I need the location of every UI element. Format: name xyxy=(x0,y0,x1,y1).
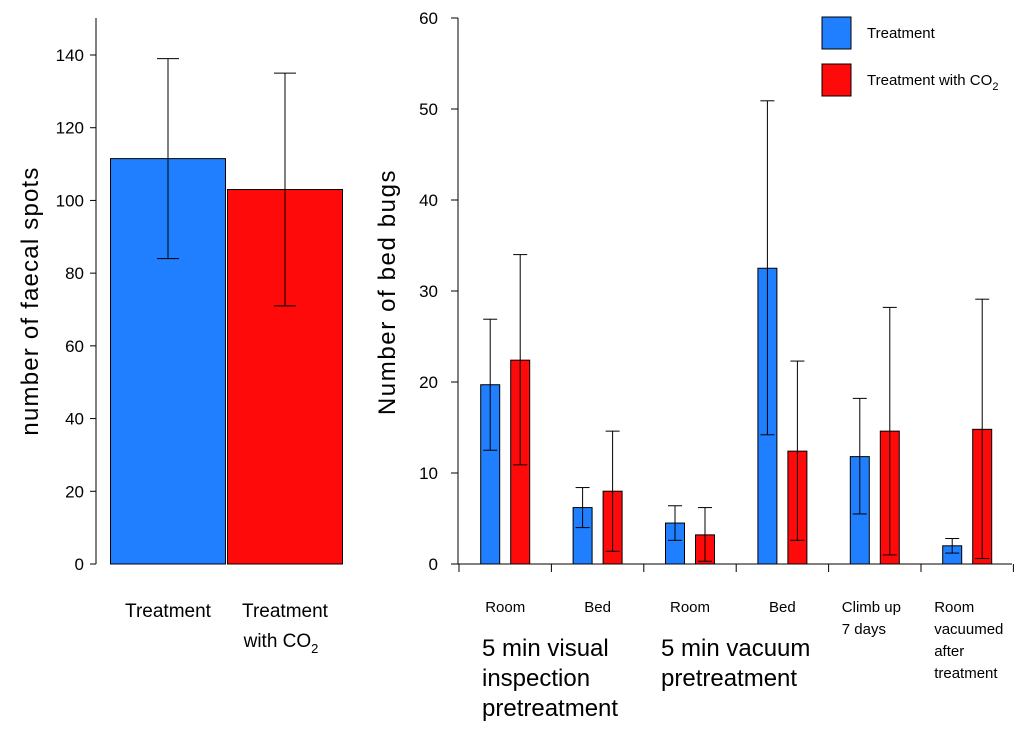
error-bar xyxy=(513,254,528,466)
x-category-label: treatment xyxy=(934,665,998,682)
group-label: inspection xyxy=(482,665,590,692)
y-axis-title: Number of bed bugs xyxy=(374,169,401,415)
y-tick-label: 50 xyxy=(419,100,438,119)
legend: Treatment Treatment with CO2 xyxy=(821,16,998,97)
x-category-label: after xyxy=(934,643,964,660)
x-category-label: Room xyxy=(670,599,710,616)
y-tick-label: 0 xyxy=(75,555,84,574)
y-tick-label: 10 xyxy=(419,464,438,483)
y-tick-label: 20 xyxy=(65,482,84,501)
error-bar xyxy=(790,360,805,541)
x-label-treatment-co2-line2: with CO2 xyxy=(243,631,319,656)
error-bar xyxy=(975,298,990,560)
x-category-label: Bed xyxy=(769,599,796,616)
y-tick-label: 30 xyxy=(419,282,438,301)
error-bar xyxy=(605,430,620,552)
x-category-label: Room xyxy=(934,599,974,616)
y-tick-label: 140 xyxy=(56,46,84,65)
legend-swatch xyxy=(821,63,852,97)
group-label: pretreatment xyxy=(482,695,618,722)
error-bar xyxy=(852,397,867,515)
group-label: 5 min vacuum xyxy=(661,635,810,662)
y-tick-label: 60 xyxy=(65,337,84,356)
error-bar xyxy=(698,507,712,562)
x-label-treatment-co2-line1: Treatment xyxy=(242,601,329,622)
group-label: 5 min visual xyxy=(482,635,609,662)
x-category-label: Climb up xyxy=(842,599,901,616)
y-tick-label: 0 xyxy=(429,555,438,574)
x-category-label: 7 days xyxy=(842,621,886,638)
y-tick-label: 120 xyxy=(56,119,84,138)
x-category-label: Room xyxy=(485,599,525,616)
error-bar xyxy=(157,58,179,260)
error-bar xyxy=(575,487,590,529)
error-bar xyxy=(483,318,498,451)
legend-label: Treatment with CO2 xyxy=(867,72,998,93)
legend-swatch xyxy=(821,16,852,50)
y-axis-title: number of faecal spots xyxy=(17,166,44,435)
error-bar xyxy=(760,100,775,436)
group-label: pretreatment xyxy=(661,665,797,692)
y-tick-label: 20 xyxy=(419,373,438,392)
y-tick-label: 80 xyxy=(65,264,84,283)
y-tick-label: 40 xyxy=(419,191,438,210)
legend-label: Treatment xyxy=(867,25,936,42)
error-bar xyxy=(945,538,960,554)
y-tick-label: 40 xyxy=(65,410,84,429)
x-category-label: vacuumed xyxy=(934,621,1003,638)
y-tick-label: 100 xyxy=(56,191,84,210)
y-tick-label: 60 xyxy=(419,9,438,28)
x-category-label: Bed xyxy=(584,599,611,616)
x-label-treatment: Treatment xyxy=(125,601,212,622)
error-bar xyxy=(668,505,682,541)
error-bar xyxy=(274,72,296,307)
error-bar xyxy=(882,306,897,556)
